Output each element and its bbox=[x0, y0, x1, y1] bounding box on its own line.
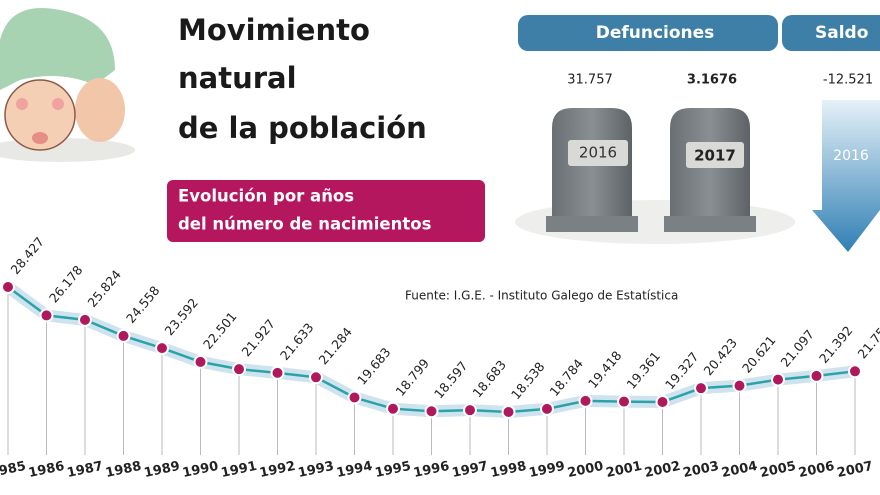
title-line: Movimiento bbox=[178, 13, 370, 47]
value-label: 28.427 bbox=[7, 234, 47, 277]
x-tick-label: 2001 bbox=[605, 459, 644, 481]
plot: 28.427 1985 26.178 1986 25.824 1987 24.558 1988… bbox=[0, 234, 880, 481]
subtitle-line: Evolución por años bbox=[178, 187, 354, 206]
subtitle-box bbox=[167, 180, 485, 242]
title-line: natural bbox=[178, 61, 297, 95]
tomb-year: 2016 bbox=[579, 144, 617, 162]
value-label: 21.633 bbox=[277, 320, 317, 363]
value-label: 21.284 bbox=[315, 324, 355, 367]
x-tick-label: 1987 bbox=[66, 459, 105, 481]
source: Fuente: I.G.E. - Instituto Galego de Est… bbox=[405, 289, 678, 303]
value-label: 21.097 bbox=[777, 327, 817, 370]
x-tick-label: 1998 bbox=[489, 459, 528, 481]
value-label: 26.178 bbox=[46, 262, 86, 305]
x-tick-label: 2000 bbox=[566, 459, 605, 481]
subtitle-line: del número de nacimientos bbox=[178, 215, 432, 234]
x-tick-label: 1991 bbox=[220, 459, 259, 481]
x-tick-label: 1995 bbox=[374, 459, 413, 481]
marker bbox=[771, 372, 785, 387]
balance-value: -12.521 bbox=[823, 73, 873, 88]
value-label: 23.592 bbox=[161, 295, 201, 338]
value-label: 18.538 bbox=[508, 359, 548, 402]
marker bbox=[386, 401, 400, 416]
marker bbox=[809, 368, 824, 383]
marker bbox=[1, 280, 15, 294]
deaths-banner bbox=[518, 15, 778, 51]
deaths-heading: Defunciones bbox=[596, 23, 715, 43]
marker bbox=[424, 404, 439, 419]
value-label: 21.927 bbox=[238, 316, 278, 359]
x-tick-label: 1992 bbox=[258, 459, 297, 481]
x-tick-label: 1985 bbox=[0, 459, 27, 481]
marker bbox=[617, 394, 631, 409]
x-tick-label: 1988 bbox=[104, 459, 143, 481]
value-label: 20.423 bbox=[700, 335, 740, 378]
x-tick-label: 1994 bbox=[335, 459, 374, 481]
marker bbox=[732, 378, 747, 393]
value-label: 19.683 bbox=[354, 345, 394, 388]
deaths-value: 3.1676 bbox=[687, 73, 737, 88]
marker bbox=[193, 354, 208, 369]
arrow-label: 2016 bbox=[833, 148, 869, 164]
x-tick-label: 1997 bbox=[451, 459, 490, 481]
balance-banner bbox=[782, 15, 880, 51]
x-tick-label: 2006 bbox=[797, 459, 836, 481]
value-label: 20.621 bbox=[739, 333, 779, 376]
x-tick-label: 2005 bbox=[759, 459, 798, 481]
marker bbox=[578, 393, 593, 408]
marker bbox=[309, 370, 323, 385]
value-label: 25.824 bbox=[84, 267, 124, 310]
x-tick-label: 1996 bbox=[412, 459, 451, 481]
value-label: 21.757 bbox=[854, 318, 880, 361]
title-line: de la población bbox=[178, 111, 427, 145]
x-tick-label: 1986 bbox=[27, 459, 66, 481]
marker bbox=[463, 403, 477, 418]
deaths-value: 31.757 bbox=[567, 73, 613, 88]
balance-heading: Saldo bbox=[815, 23, 868, 43]
marker bbox=[270, 365, 285, 380]
x-tick-label: 1999 bbox=[528, 459, 567, 481]
x-tick-label: 1989 bbox=[143, 459, 182, 481]
marker bbox=[78, 312, 92, 327]
marker bbox=[540, 401, 554, 416]
tomb-year: 2017 bbox=[694, 147, 736, 165]
value-label: 19.361 bbox=[623, 349, 663, 392]
x-tick-label: 2007 bbox=[836, 459, 875, 481]
value-label: 21.392 bbox=[816, 323, 856, 366]
marker bbox=[155, 341, 169, 356]
value-label: 22.501 bbox=[200, 309, 240, 352]
marker bbox=[694, 381, 708, 396]
marker bbox=[501, 404, 516, 419]
x-tick-label: 1990 bbox=[181, 459, 220, 481]
x-tick-label: 2003 bbox=[682, 459, 721, 481]
baby-illustration bbox=[0, 8, 135, 162]
tombstone bbox=[664, 108, 756, 232]
marker bbox=[848, 364, 862, 379]
x-tick-label: 2004 bbox=[720, 459, 759, 481]
marker bbox=[232, 362, 246, 377]
value-label: 24.558 bbox=[123, 283, 163, 326]
marker bbox=[116, 328, 131, 343]
value-label: 18.597 bbox=[431, 358, 471, 401]
marker bbox=[39, 308, 54, 323]
balance-arrow bbox=[812, 100, 880, 252]
tombstone bbox=[546, 108, 638, 232]
value-label: 19.418 bbox=[585, 348, 625, 391]
marker bbox=[655, 395, 670, 410]
value-label: 18.784 bbox=[546, 356, 586, 399]
value-label: 18.683 bbox=[469, 357, 509, 400]
value-label: 18.799 bbox=[392, 356, 432, 399]
marker bbox=[347, 390, 362, 405]
x-tick-label: 2002 bbox=[643, 459, 682, 481]
x-tick-label: 1993 bbox=[297, 459, 336, 481]
